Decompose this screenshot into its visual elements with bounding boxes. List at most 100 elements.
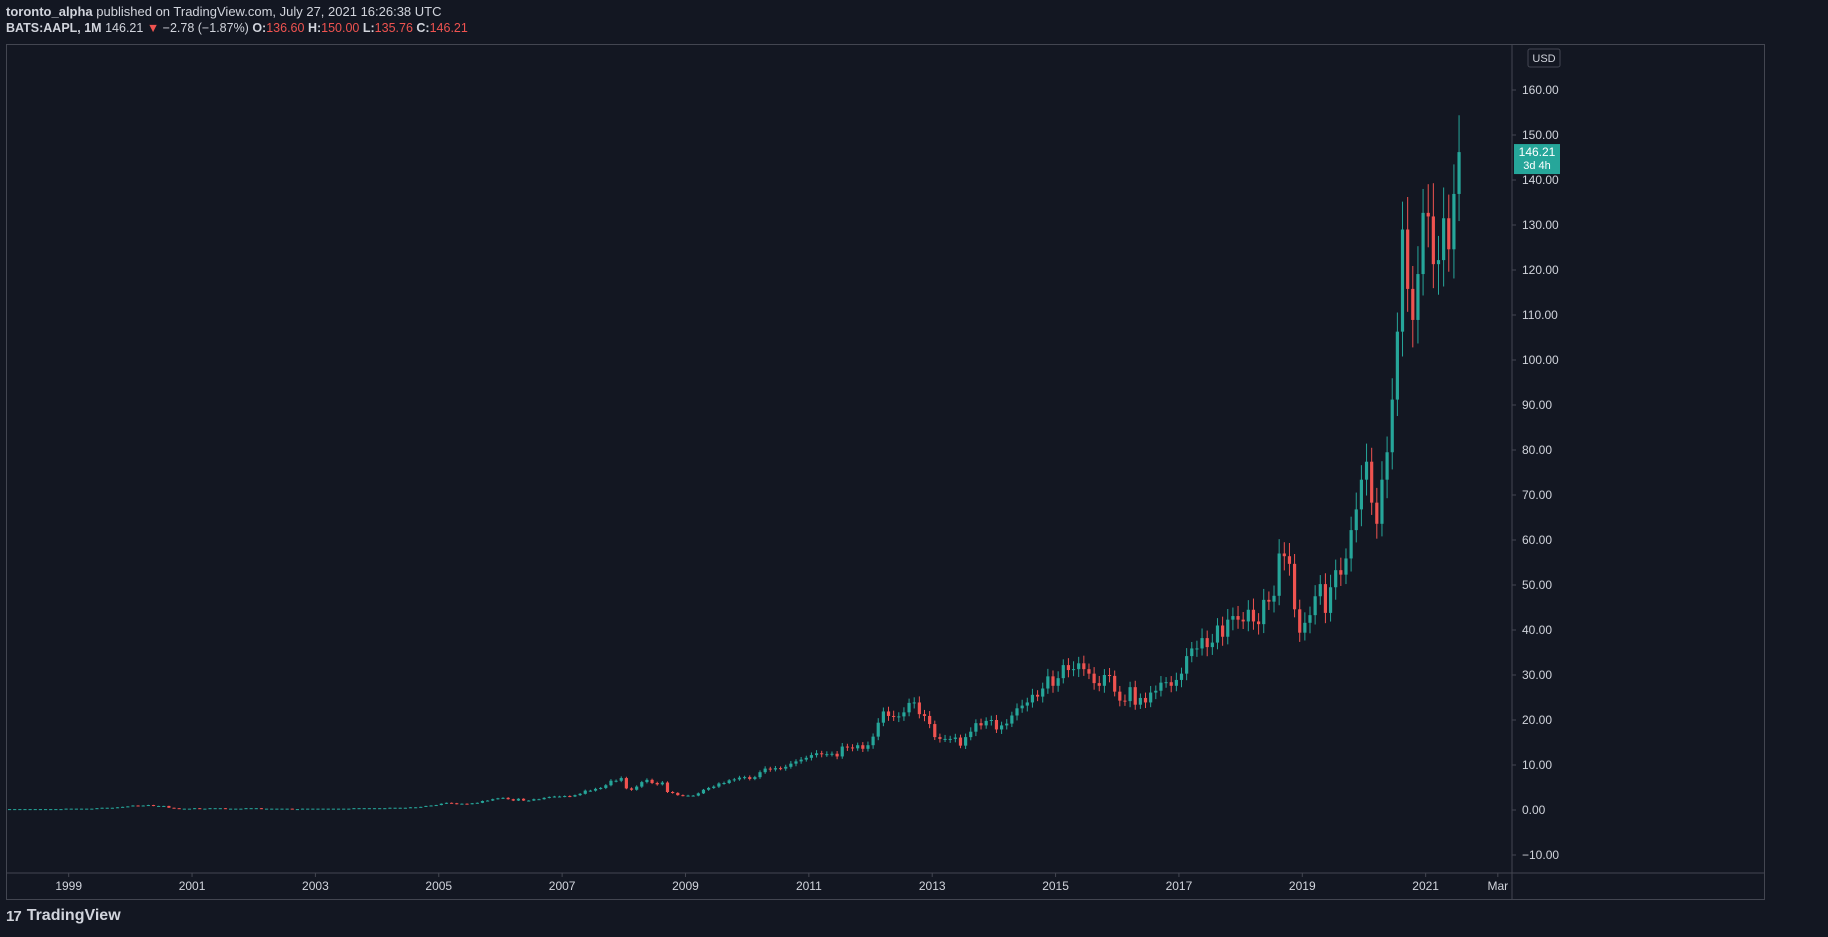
candle-body (686, 795, 690, 797)
candle-body (907, 702, 911, 713)
candle-body (933, 724, 937, 738)
candle-body (958, 737, 963, 746)
y-tick-label: 90.00 (1522, 398, 1552, 412)
candle-body (660, 782, 664, 785)
candle-body (342, 808, 346, 810)
candle-body (635, 786, 639, 790)
down-arrow-icon: ▼ (146, 21, 160, 35)
candle-body (121, 806, 125, 808)
candle-body (1442, 218, 1446, 261)
candle-body (367, 808, 371, 810)
candle-body (1328, 587, 1333, 613)
candle-body (897, 716, 901, 718)
candle-body (131, 805, 135, 807)
candle-body (28, 809, 32, 811)
author-name[interactable]: toronto_alpha (6, 4, 93, 19)
candle-body (398, 807, 402, 809)
candle-body (480, 801, 485, 803)
candle-body (496, 798, 500, 800)
candle-body (758, 772, 762, 778)
chart-frame[interactable] (6, 44, 1765, 900)
candle-body (378, 808, 382, 810)
candle-body (1390, 399, 1394, 453)
candle-body (182, 808, 186, 810)
candle-body (794, 761, 798, 764)
candle-body (820, 753, 824, 755)
candle-body (809, 755, 814, 758)
y-tick-label: 120.00 (1522, 263, 1559, 277)
symbol-label[interactable]: BATS:AAPL, 1M (6, 21, 102, 35)
candle-body (1118, 691, 1122, 701)
tradingview-logo[interactable]: 17 TradingView (6, 907, 121, 925)
x-tick-label: 2021 (1412, 879, 1439, 893)
candle-body (727, 780, 731, 783)
candle-body (1385, 452, 1389, 480)
candle-body (1323, 584, 1328, 613)
candle-body (676, 792, 680, 796)
candle-body (856, 745, 860, 749)
candle-body (1344, 558, 1348, 575)
x-tick-label: 2001 (179, 879, 206, 893)
candle-body (1041, 688, 1045, 697)
candle-body (187, 808, 192, 810)
candle-body (1138, 697, 1142, 705)
candle-body (737, 777, 742, 780)
candle-body (696, 793, 700, 796)
candle-body (414, 807, 418, 809)
candle-body (1179, 673, 1184, 680)
candle-body (1359, 479, 1363, 510)
candle-body (1046, 676, 1050, 689)
candle-body (845, 746, 849, 748)
candle-body (583, 790, 587, 794)
y-tick-label: 30.00 (1522, 668, 1552, 682)
price-chart[interactable]: 160.00 150.00 140.00 130.00 120.00 110.00 100.… (0, 0, 1828, 900)
candle-body (455, 803, 459, 805)
candle-body (1066, 665, 1071, 671)
candle-body (789, 763, 793, 767)
candle-body (1082, 663, 1086, 670)
close-value: 146.21 (429, 21, 468, 35)
candle-body (1210, 642, 1214, 648)
candle-body (1128, 687, 1132, 702)
candle-body (624, 778, 628, 789)
y-tick-label: 130.00 (1522, 218, 1559, 232)
candle-body (588, 790, 592, 792)
y-tick-label: 20.00 (1522, 713, 1552, 727)
candle-body (568, 796, 572, 798)
candle-body (1426, 212, 1430, 217)
candle-body (542, 797, 546, 800)
candle-body (1154, 690, 1158, 693)
candle-body (1097, 683, 1101, 686)
candle-body (1087, 669, 1091, 674)
candle-body (331, 808, 335, 810)
candle-body (7, 809, 12, 811)
y-tick-label: 70.00 (1522, 488, 1552, 502)
candle-body (223, 808, 228, 810)
candle-body (629, 788, 634, 790)
candle-body (748, 777, 752, 779)
candle-body (54, 809, 58, 811)
current-price-label: 146.21 (1519, 145, 1556, 159)
candle-body (773, 768, 778, 770)
candle-body (1262, 599, 1266, 625)
y-tick-label: 110.00 (1522, 308, 1558, 322)
y-tick-label: 10.00 (1522, 758, 1552, 772)
last-price: 146.21 (105, 21, 144, 35)
y-tick-label: 40.00 (1522, 623, 1552, 637)
candle-body (573, 795, 577, 797)
candle-body (850, 747, 855, 749)
candle-body (321, 808, 325, 810)
candle-body (228, 808, 233, 810)
candle-body (100, 807, 104, 809)
candle-body (732, 779, 736, 781)
candle-body (485, 800, 490, 802)
candle-body (1241, 619, 1245, 622)
candle-body (1370, 461, 1374, 503)
candle-body (290, 808, 294, 810)
candle-body (1107, 675, 1112, 676)
candle-body (753, 777, 757, 779)
y-tick-label: 60.00 (1522, 533, 1552, 547)
candle-body (964, 737, 968, 746)
candle-body (1200, 638, 1204, 649)
